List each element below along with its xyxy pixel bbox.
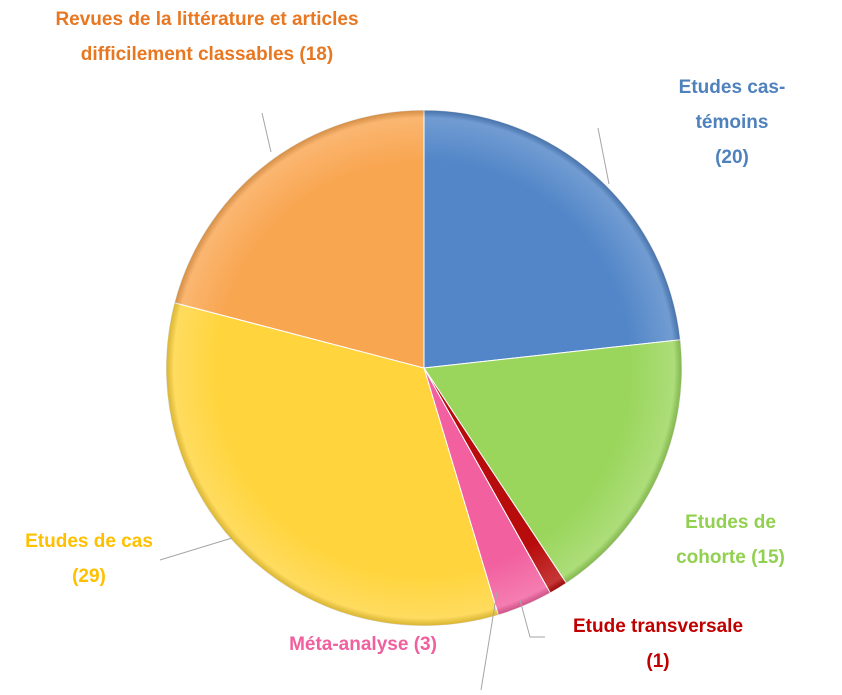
slice-label: Méta-analyse (3) [253, 627, 473, 662]
category-label: Etudes de cas [25, 531, 153, 552]
value-label: (18) [299, 44, 334, 65]
slice-label: Etudes de cas (29) [4, 524, 174, 594]
pie-slice [423, 109, 682, 369]
category-label: Etudes de cohorte [676, 512, 776, 568]
slice-label: Etude transversale (1) [548, 609, 768, 679]
slice-label: Revues de la littérature et articles dif… [52, 2, 362, 72]
leader-line [159, 537, 233, 561]
value-label: (15) [751, 547, 785, 568]
value-label: (1) [646, 651, 670, 672]
slice-label: Etudes de cohorte (15) [658, 505, 803, 575]
leader-line [519, 599, 545, 638]
leader-line [480, 591, 498, 691]
slice-label: Etudes cas-témoins (20) [662, 70, 802, 175]
category-label: Etudes cas-témoins [678, 77, 786, 133]
leader-line [261, 112, 272, 153]
category-label: Etude transversale [572, 616, 744, 637]
category-label: Revues de la littérature et articles dif… [55, 9, 359, 65]
value-label: (3) [413, 634, 437, 655]
value-label: (29) [72, 566, 106, 587]
leader-line [597, 127, 610, 185]
value-label: (20) [715, 147, 749, 168]
category-label: Méta-analyse [289, 634, 409, 655]
